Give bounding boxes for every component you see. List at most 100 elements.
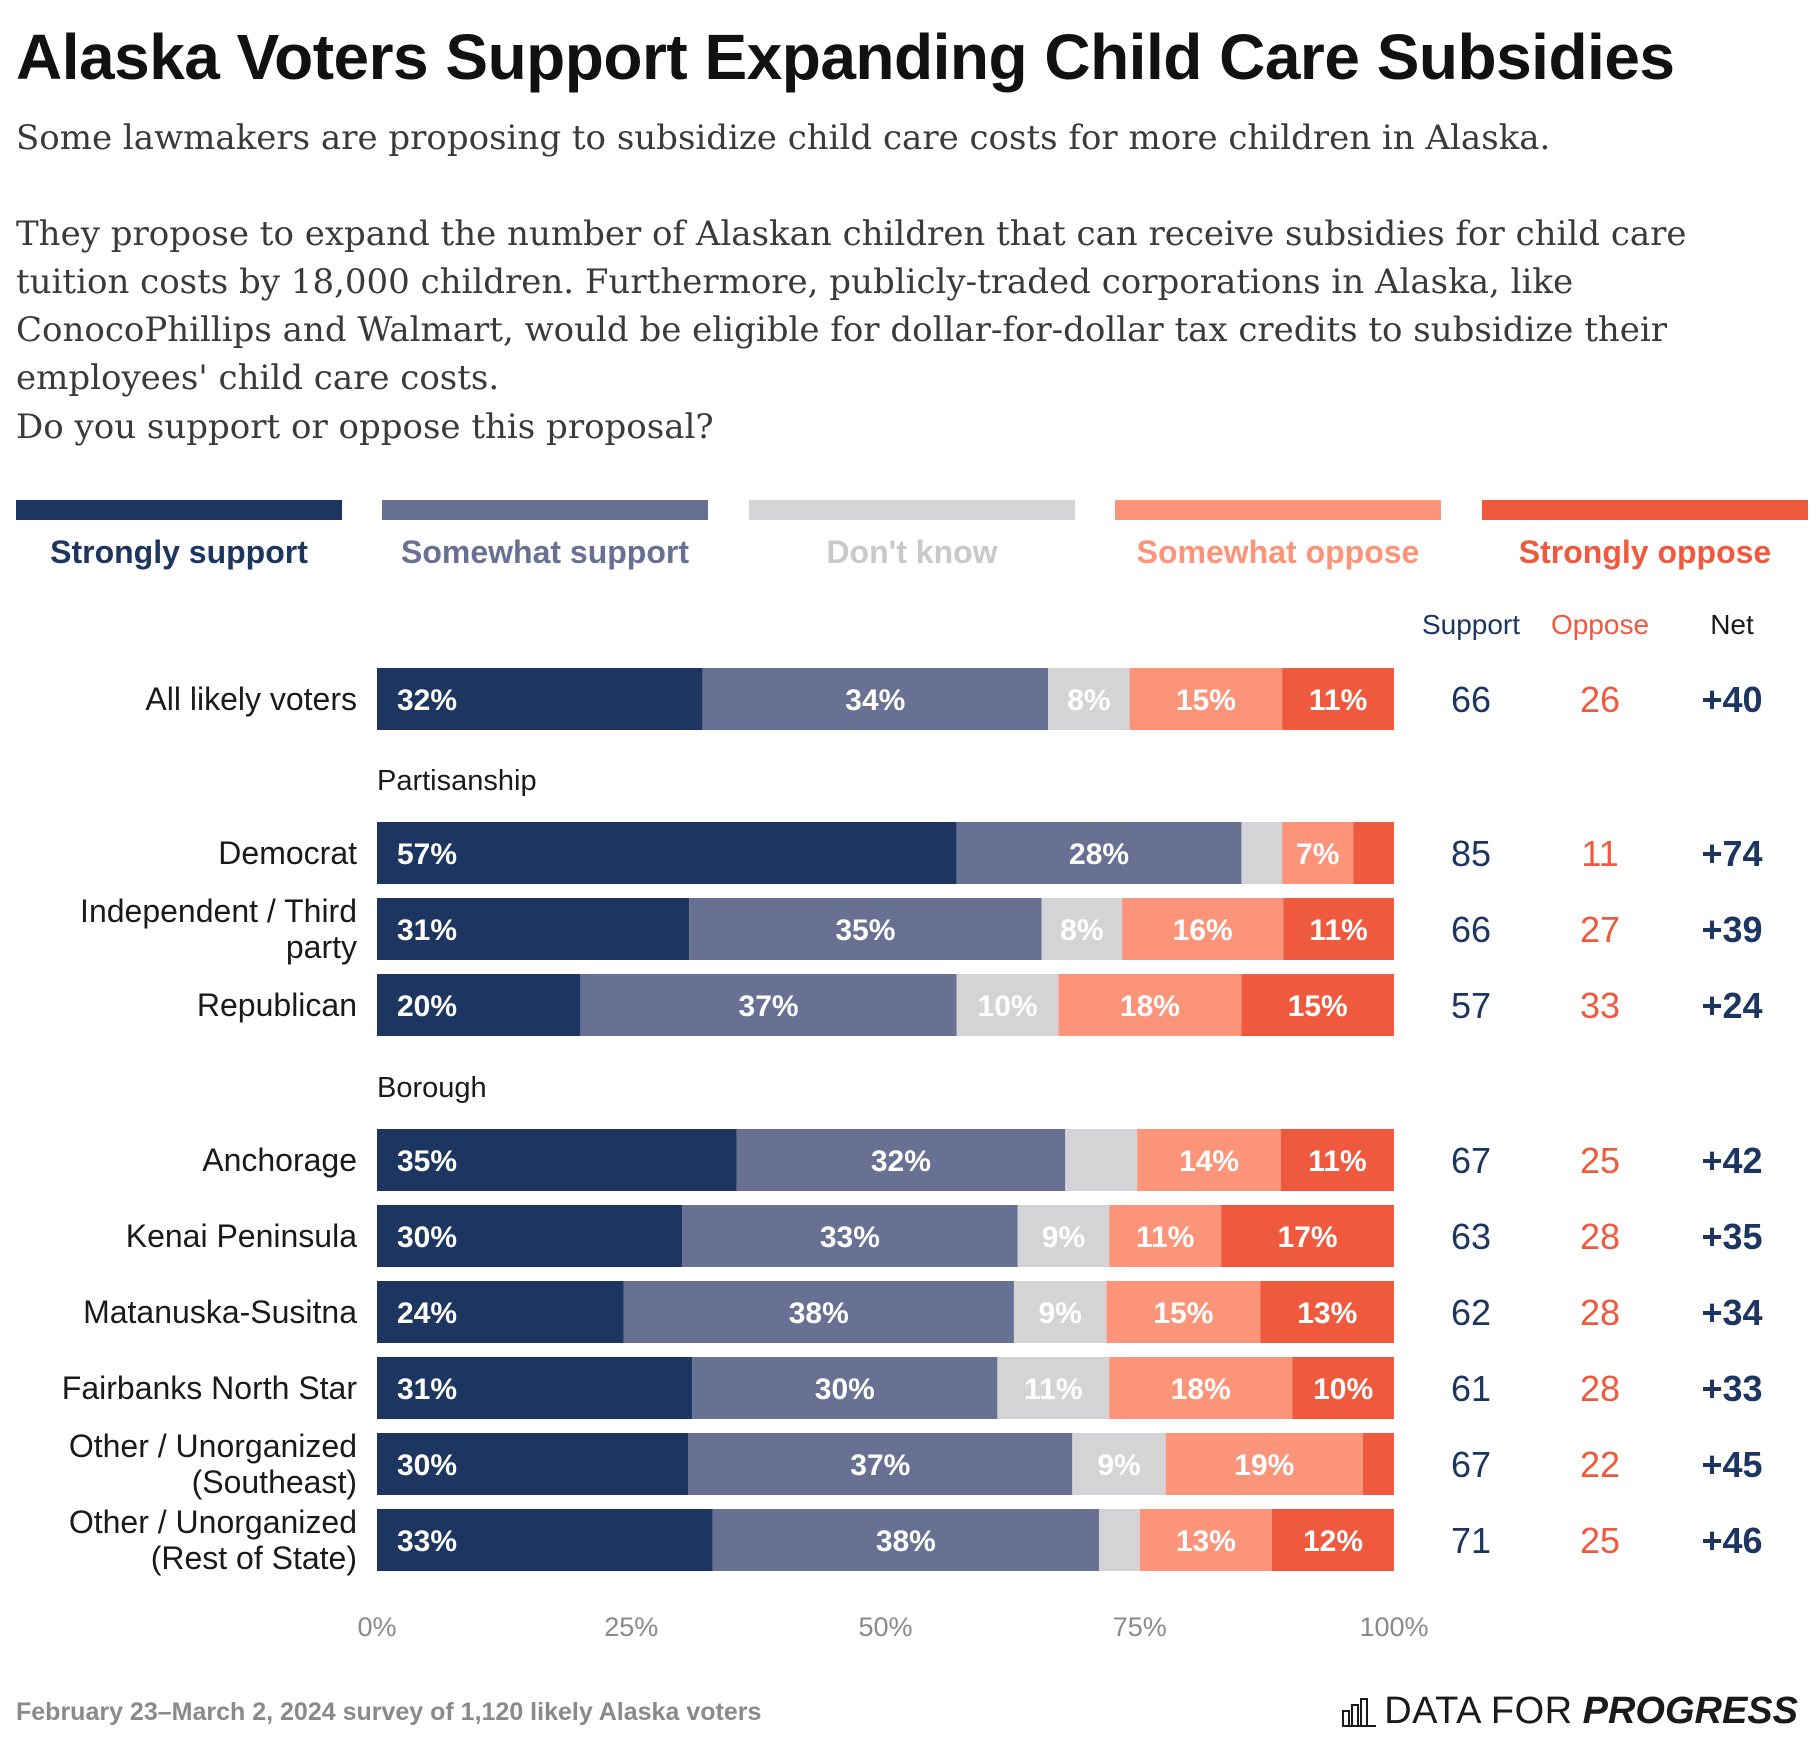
- bar-segment: [1139, 1509, 1272, 1571]
- row-label-line-2: party: [286, 929, 357, 965]
- bar-segment: [623, 1281, 1014, 1343]
- net-header: Net: [1710, 609, 1754, 640]
- net-value: +34: [1701, 1292, 1762, 1333]
- bar-segment: [1109, 1357, 1293, 1419]
- bar-segment: [1129, 668, 1283, 730]
- x-tick-label: 0%: [357, 1612, 396, 1642]
- bar-segment: [377, 1509, 713, 1571]
- chart-title: Alaska Voters Support Expanding Child Ca…: [16, 21, 1675, 93]
- bar-segment: [1260, 1281, 1394, 1343]
- bar-segment: [1099, 1509, 1140, 1571]
- bar-segment: [1013, 1281, 1107, 1343]
- bar-segment: [377, 1433, 689, 1495]
- bar-segment: [1221, 1205, 1394, 1267]
- bar-data-label: 33%: [397, 1525, 457, 1558]
- bar-data-label: 18%: [1120, 990, 1180, 1023]
- bar-segment: [688, 1433, 1073, 1495]
- bar-segment: [1271, 1509, 1394, 1571]
- support-value: 66: [1451, 679, 1491, 720]
- net-value: +46: [1701, 1520, 1762, 1561]
- bar-segment: [692, 1357, 998, 1419]
- bar-data-label: 11%: [1136, 1221, 1194, 1254]
- bar-segment: [377, 898, 690, 960]
- bar-data-label: 32%: [397, 684, 457, 717]
- bar-segment: [1048, 668, 1130, 730]
- net-value: +74: [1701, 833, 1762, 874]
- legend-label: Don't know: [826, 534, 998, 570]
- bar-data-label: 35%: [397, 1145, 457, 1178]
- bar-segment: [1241, 822, 1283, 884]
- bar-segment: [1017, 1205, 1110, 1267]
- net-value: +24: [1701, 985, 1762, 1026]
- bar-segment: [377, 822, 957, 884]
- bar-segment: [1106, 1281, 1261, 1343]
- legend-label: Strongly support: [50, 534, 308, 570]
- bar-segment: [1165, 1433, 1363, 1495]
- legend-dont-know: Don't know: [749, 500, 1075, 571]
- bar-data-label: 11%: [1309, 684, 1367, 717]
- support-value: 67: [1451, 1444, 1491, 1485]
- x-tick-label: 50%: [858, 1612, 912, 1642]
- row-label: Republican: [197, 987, 357, 1023]
- bar-data-label: 28%: [1069, 838, 1129, 871]
- bar-data-label: 31%: [397, 1373, 457, 1406]
- oppose-value: 27: [1580, 909, 1620, 950]
- bar-data-label: 11%: [1308, 1145, 1366, 1178]
- support-value: 85: [1451, 833, 1491, 874]
- net-value: +40: [1701, 679, 1762, 720]
- bar-segment: [1353, 822, 1394, 884]
- bar-segment: [377, 668, 703, 730]
- brand-logo: DATA FOR PROGRESS: [1342, 1690, 1798, 1733]
- oppose-value: 28: [1580, 1292, 1620, 1333]
- bar-data-label: 9%: [1097, 1449, 1140, 1482]
- bar-segment: [736, 1129, 1066, 1191]
- legend-swatch: [749, 500, 1075, 520]
- survey-footnote: February 23–March 2, 2024 survey of 1,12…: [16, 1698, 762, 1726]
- legend-somewhat-oppose: Somewhat oppose: [1115, 500, 1441, 571]
- x-tick-label: 25%: [604, 1612, 658, 1642]
- bar-segment: [377, 1129, 737, 1191]
- bar-segment: [1041, 898, 1123, 960]
- legend-label: Strongly oppose: [1518, 534, 1772, 570]
- row-label-line-1: Independent / Third: [80, 893, 357, 929]
- net-value: +45: [1701, 1444, 1762, 1485]
- support-value: 67: [1451, 1140, 1491, 1181]
- support-value: 71: [1451, 1520, 1491, 1561]
- intro-paragraph-1: Some lawmakers are proposing to subsidiz…: [16, 118, 1551, 158]
- bar-data-label: 30%: [815, 1373, 875, 1406]
- net-value: +42: [1701, 1140, 1762, 1181]
- bar-data-label: 10%: [978, 990, 1038, 1023]
- legend-swatch: [1482, 500, 1808, 520]
- bar-chart-logo-icon: [1342, 1697, 1377, 1727]
- row-label-line-1: Other / Unorganized: [69, 1504, 357, 1540]
- bar-data-label: 32%: [871, 1145, 931, 1178]
- support-header: Support: [1422, 609, 1520, 640]
- row-label: Matanuska-Susitna: [83, 1294, 357, 1330]
- oppose-value: 11: [1581, 833, 1618, 874]
- bar-data-label: 9%: [1042, 1221, 1085, 1254]
- bar-segment: [1282, 668, 1394, 730]
- bar-data-label: 15%: [1176, 684, 1236, 717]
- bar-data-label: 13%: [1176, 1525, 1236, 1558]
- row-label: All likely voters: [145, 681, 357, 717]
- bar-data-label: 34%: [845, 684, 905, 717]
- bar-segment: [1137, 1129, 1281, 1191]
- oppose-value: 28: [1580, 1216, 1620, 1257]
- bar-segment: [1109, 1205, 1222, 1267]
- legend-swatch: [382, 500, 708, 520]
- bar-segment: [702, 668, 1049, 730]
- bar-segment: [956, 822, 1242, 884]
- brand-text-data-for: DATA FOR: [1384, 1690, 1573, 1732]
- oppose-value: 22: [1580, 1444, 1620, 1485]
- oppose-value: 33: [1580, 985, 1620, 1026]
- bar-segment: [1282, 822, 1354, 884]
- group-heading: Borough: [377, 1072, 487, 1104]
- bar-data-label: 31%: [397, 914, 457, 947]
- bar-data-label: 30%: [397, 1221, 457, 1254]
- oppose-header: Oppose: [1551, 609, 1649, 640]
- legend-swatch: [16, 500, 342, 520]
- row-label-line-1: Other / Unorganized: [69, 1428, 357, 1464]
- row-label: Anchorage: [202, 1142, 357, 1178]
- row-label: Kenai Peninsula: [126, 1218, 357, 1254]
- bar-segment: [1283, 898, 1394, 960]
